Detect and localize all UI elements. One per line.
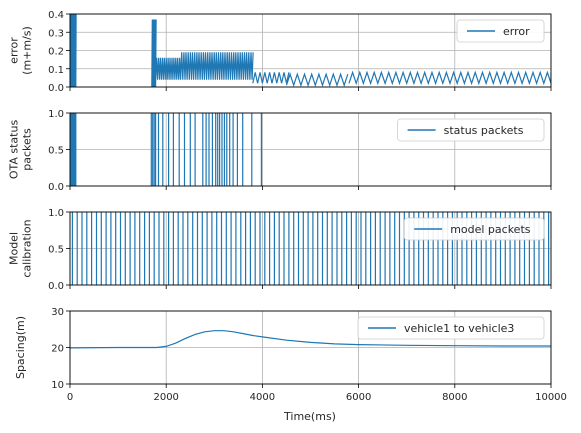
- y-tick-label: 0.1: [48, 65, 64, 76]
- x-tick-label: 10000: [535, 392, 567, 403]
- y-tick-label: 1.0: [48, 109, 64, 120]
- y-axis-label: error: [8, 37, 21, 64]
- legend-box: [357, 316, 545, 340]
- y-tick-label: 0.0: [48, 281, 64, 292]
- legend-label: error: [503, 25, 530, 38]
- legend-label: vehicle1 to vehicle3: [404, 322, 514, 335]
- legend-label: model packets: [450, 223, 531, 236]
- series-line: [71, 212, 550, 285]
- series-line: [70, 330, 551, 349]
- x-tick-label: 8000: [442, 392, 467, 403]
- x-tick-label: 6000: [346, 392, 371, 403]
- y-tick-label: 0.5: [48, 245, 64, 256]
- legend-label: status packets: [444, 124, 524, 137]
- y-tick-label: 20: [51, 344, 64, 355]
- x-tick-label: 0: [67, 392, 73, 403]
- panel-2: 0.0 0.5 1.0 OTA status packets status packets: [8, 109, 552, 193]
- y-axis-label: OTA status: [8, 120, 21, 180]
- x-tick-label: 2000: [153, 392, 178, 403]
- y-tick-label: 1.0: [48, 208, 64, 219]
- panel-3: 0.0 0.5 1.0 Model calibration model packets: [8, 208, 552, 292]
- panel-4: 10 20 30 0 2000 4000 6000 8000 10000 Spacing(m) ve…: [14, 307, 567, 403]
- y-tick-label: 0.4: [48, 10, 64, 21]
- legend-box: [403, 217, 545, 241]
- y-tick-label: 30: [51, 307, 64, 318]
- y-tick-label: 0.0: [48, 83, 64, 94]
- x-axis-label: Time(ms): [283, 410, 336, 423]
- legend: status packets: [397, 118, 545, 142]
- y-axis-label: calibration: [21, 219, 34, 277]
- y-axis-label: Model: [8, 232, 21, 265]
- y-axis-label: Spacing(m): [14, 316, 27, 379]
- y-axis-label: packets: [21, 128, 34, 171]
- x-tick-label: 4000: [250, 392, 275, 403]
- legend: model packets: [403, 217, 545, 241]
- legend: vehicle1 to vehicle3: [357, 316, 545, 340]
- y-tick-label: 0.3: [48, 28, 64, 39]
- y-tick-label: 0.0: [48, 182, 64, 193]
- y-axis-label: (m+m/s): [21, 26, 34, 75]
- y-tick-label: 0.5: [48, 146, 64, 157]
- legend: error: [456, 19, 545, 43]
- legend-box: [397, 118, 545, 142]
- legend-box: [456, 19, 545, 43]
- y-tick-label: 0.2: [48, 47, 64, 58]
- series-line: [70, 14, 551, 87]
- y-tick-label: 10: [51, 380, 64, 391]
- series-line: [70, 113, 262, 186]
